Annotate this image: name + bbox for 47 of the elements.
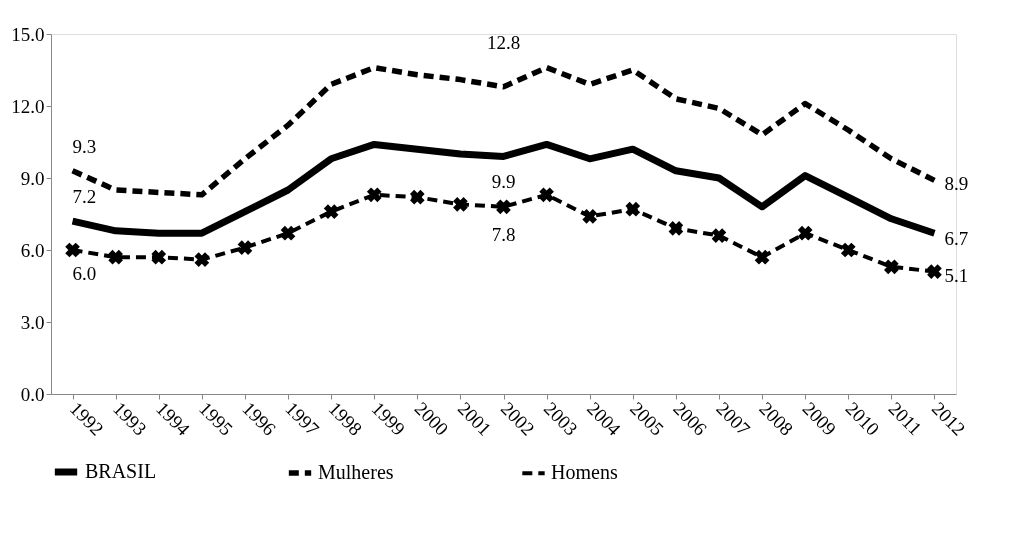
x-tick-label: 1994 <box>152 397 195 440</box>
point <box>840 242 856 258</box>
data-label: 9.3 <box>72 135 97 157</box>
x-tick-label: 1998 <box>324 397 367 440</box>
y-tick-label: 15.0 <box>11 23 45 45</box>
point <box>884 259 899 275</box>
legend-label: Homens <box>551 461 618 484</box>
data-label: 9.9 <box>491 171 516 193</box>
point <box>366 187 382 203</box>
point <box>65 242 80 258</box>
data-label: 7.8 <box>491 223 516 245</box>
y-tick-label: 0.0 <box>20 383 45 405</box>
point <box>237 240 253 255</box>
point <box>409 189 425 205</box>
data-label: 12.8 <box>486 31 521 53</box>
point <box>151 249 167 265</box>
data-label: 8.9 <box>944 173 969 195</box>
x-tick-label: 1997 <box>281 397 324 440</box>
x-tick-label: 2007 <box>712 397 755 440</box>
point <box>280 225 296 241</box>
point <box>668 221 684 236</box>
point <box>108 249 123 265</box>
point <box>323 204 339 219</box>
x-tick-label: 1996 <box>238 397 281 440</box>
legend-label: BRASIL <box>85 460 157 482</box>
x-tick-label: 1993 <box>109 397 151 440</box>
data-label: 7.2 <box>72 186 97 208</box>
data-label: 5.1 <box>944 264 969 286</box>
point <box>927 264 942 279</box>
point <box>754 249 770 265</box>
x-tick-label: 1999 <box>367 397 410 440</box>
point <box>539 187 554 203</box>
x-tick-label: 1995 <box>195 397 237 440</box>
point <box>582 209 598 224</box>
point <box>194 252 210 267</box>
data-label: 6.7 <box>944 228 969 250</box>
point <box>711 228 727 243</box>
y-tick-label: 6.0 <box>20 239 45 261</box>
point <box>625 201 641 217</box>
y-tick-label: 3.0 <box>20 311 45 333</box>
data-label: 6.0 <box>72 263 97 284</box>
y-tick-label: 12.0 <box>11 95 45 117</box>
point <box>453 197 468 212</box>
point <box>797 225 813 241</box>
point <box>496 199 511 215</box>
y-tick-label: 9.0 <box>20 167 45 189</box>
legend-label: Mulheres <box>318 461 394 483</box>
